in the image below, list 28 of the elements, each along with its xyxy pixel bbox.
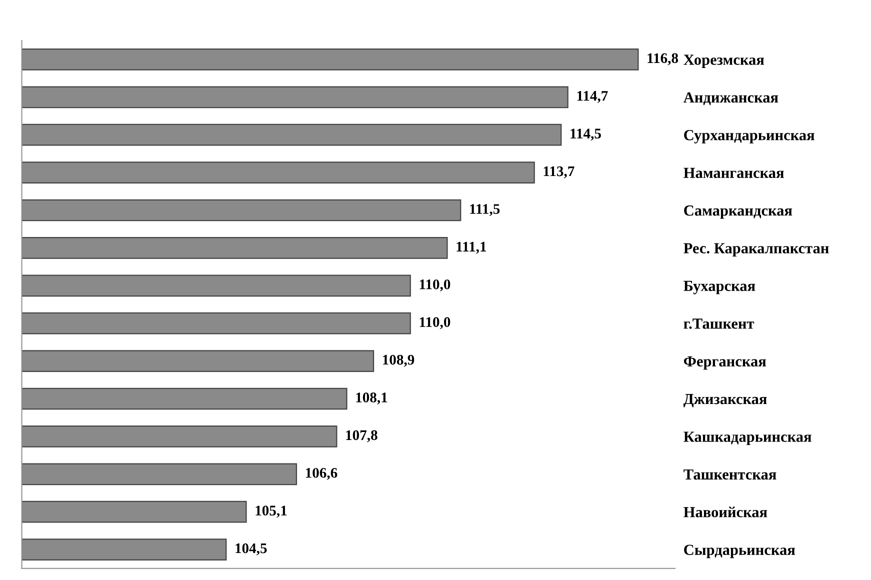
data-label: 110,0 (420, 317, 450, 330)
data-label: 111,1 (456, 242, 486, 254)
data-label: 105,1 (256, 506, 287, 518)
y-tick-label: Хорезмская (684, 54, 764, 68)
data-label: 106,6 (306, 468, 338, 480)
data-label: 104,5 (236, 543, 267, 556)
y-tick-label: Наманганская (684, 168, 784, 178)
data-label: 114,7 (577, 91, 608, 103)
data-label: 113,7 (544, 166, 574, 178)
data-label: 114,5 (570, 128, 601, 141)
data-label: 116,8 (648, 53, 678, 66)
y-tick-label: Ташкентская (684, 469, 776, 480)
data-label: 110,0 (420, 279, 450, 292)
data-label: 107,8 (346, 430, 378, 442)
y-tick-label: Джизакская (683, 394, 767, 408)
y-tick-label: Навоийская (684, 506, 768, 518)
y-tick-label: Самаркандская (684, 205, 792, 219)
y-tick-label: Сурхандарьинская (684, 130, 814, 144)
y-tick-label: Андижанская (684, 92, 778, 106)
y-tick-label: Ферганская (684, 356, 766, 370)
y-tick-label: Кашкадарьинская (684, 432, 812, 446)
y-tick-label: Сырдарьинская (684, 544, 796, 558)
data-label: 111,5 (470, 204, 500, 216)
data-label: 108,9 (383, 354, 414, 367)
y-tick-label: Бухарская (684, 280, 756, 294)
y-tick-label: г.Ташкент (684, 318, 754, 329)
data-label: 108,1 (356, 392, 388, 405)
y-tick-label: Рес. Каракалпакстан (684, 243, 829, 257)
